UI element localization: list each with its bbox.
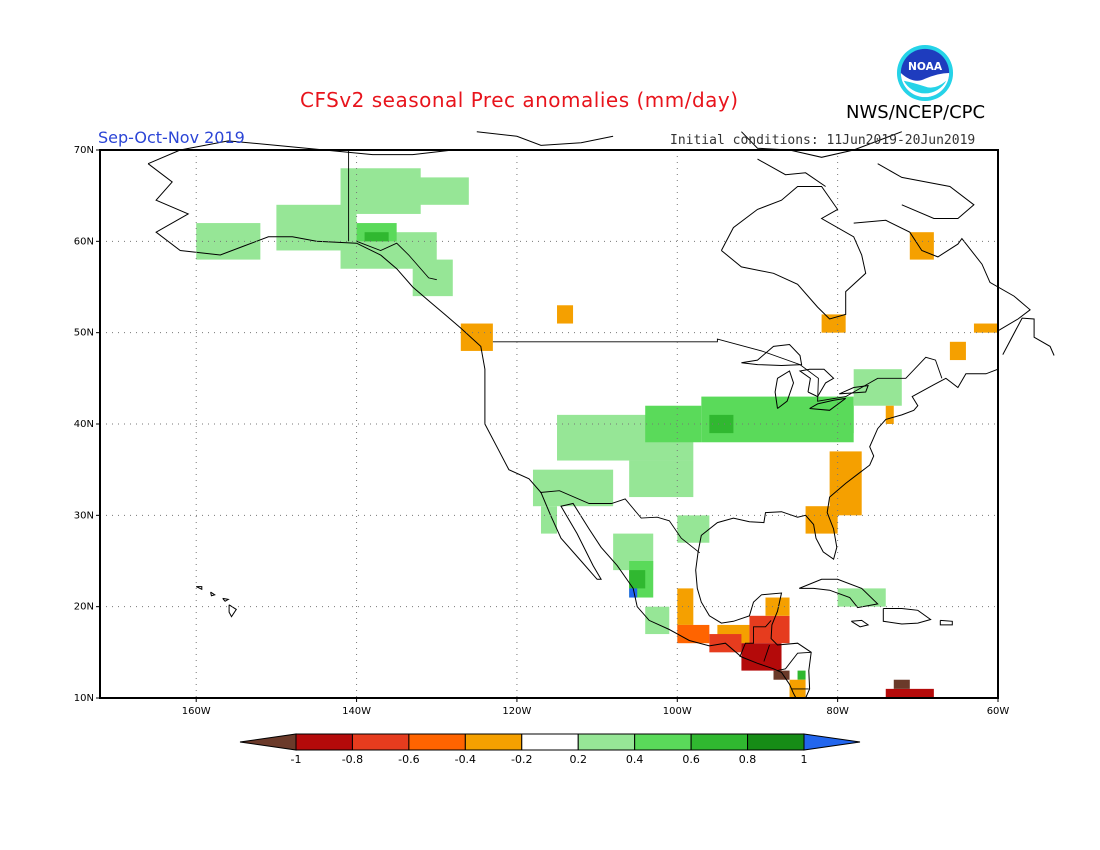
anomaly-cell — [765, 598, 789, 616]
anomaly-cell — [749, 616, 789, 643]
colorbar-box — [748, 734, 804, 750]
anomaly-cell — [806, 506, 838, 533]
colorbar-box — [522, 734, 578, 750]
anomaly-cell — [822, 314, 846, 332]
anomaly-cell — [557, 305, 573, 323]
anomaly-cell — [886, 689, 934, 698]
noaa-logo-text: NOAA — [908, 60, 943, 73]
map-title: CFSv2 seasonal Prec anomalies (mm/day) — [300, 88, 739, 112]
anomaly-cell — [677, 625, 709, 643]
colorbar-box — [635, 734, 691, 750]
colorbar-label: -0.4 — [455, 753, 476, 766]
anomaly-cell — [677, 588, 693, 625]
anomaly-cell — [413, 260, 453, 297]
agency-label: NWS/NCEP/CPC — [846, 102, 985, 123]
colorbar-box — [352, 734, 408, 750]
lat-tick-label: 20N — [74, 602, 94, 613]
noaa-logo-icon: NOAA — [896, 44, 954, 102]
anomaly-cell — [798, 671, 806, 680]
anomaly-cell — [950, 342, 966, 360]
lat-tick-label: 30N — [74, 510, 94, 521]
colorbar-box — [409, 734, 465, 750]
anomaly-cell — [910, 232, 934, 259]
anomaly-cell — [886, 406, 894, 424]
lon-tick-label: 80W — [826, 706, 849, 717]
colorbar-label: 0.4 — [626, 753, 644, 766]
colorbar-label: 0.2 — [569, 753, 587, 766]
colorbar-arrow-high — [804, 734, 860, 750]
anomaly-cell — [894, 680, 910, 689]
colorbar-box — [691, 734, 747, 750]
colorbar-label: 0.6 — [682, 753, 700, 766]
lat-tick-label: 40N — [74, 419, 94, 430]
lat-tick-label: 10N — [74, 693, 94, 704]
colorbar-box — [465, 734, 521, 750]
anomaly-cell — [838, 588, 886, 606]
colorbar-label: 1 — [801, 753, 808, 766]
anomaly-cell — [645, 406, 701, 443]
anomaly-cell — [365, 232, 389, 241]
anomaly-cell — [774, 406, 854, 433]
lat-tick-label: 50N — [74, 328, 94, 339]
colorbar-label: -0.2 — [511, 753, 532, 766]
colorbar-box — [296, 734, 352, 750]
colorbar-arrow-low — [240, 734, 296, 750]
lon-tick-label: 60W — [987, 706, 1010, 717]
anomaly-cell — [461, 324, 493, 351]
colorbar-label: -0.6 — [398, 753, 419, 766]
lon-tick-label: 140W — [342, 706, 371, 717]
coastline — [477, 132, 613, 146]
anomaly-cell — [741, 643, 781, 670]
lon-tick-label: 160W — [182, 706, 211, 717]
lon-tick-label: 120W — [502, 706, 531, 717]
colorbar-label: -1 — [291, 753, 302, 766]
initial-conditions-label: Initial conditions: 11Jun2019-20Jun2019 — [670, 133, 975, 148]
season-label: Sep-Oct-Nov 2019 — [98, 128, 245, 147]
anomaly-cell — [974, 324, 998, 333]
colorbar-box — [578, 734, 634, 750]
lat-tick-label: 70N — [74, 145, 94, 156]
anomaly-cell — [397, 177, 469, 204]
colorbar-label: 0.8 — [739, 753, 757, 766]
anomaly-cell — [629, 461, 693, 498]
lat-tick-label: 60N — [74, 236, 94, 247]
colorbar-label: -0.8 — [342, 753, 363, 766]
lon-tick-label: 100W — [663, 706, 692, 717]
